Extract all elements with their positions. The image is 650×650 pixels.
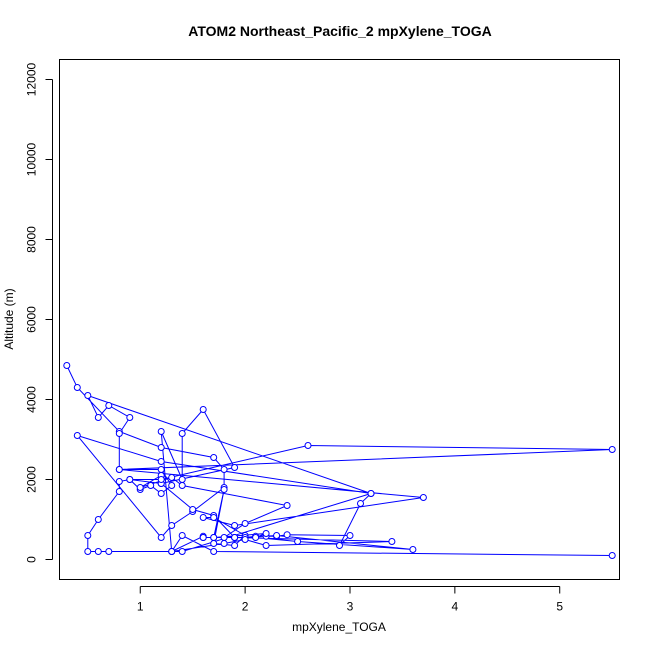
data-point xyxy=(115,478,123,485)
y-axis-label: Altitude (m) xyxy=(2,288,16,349)
data-point xyxy=(126,476,134,483)
data-point xyxy=(168,522,176,529)
data-point xyxy=(231,464,239,471)
data-point xyxy=(210,454,218,461)
y-tick-label: 6000 xyxy=(25,306,39,333)
data-point xyxy=(241,536,249,543)
data-point xyxy=(231,542,239,549)
data-point xyxy=(84,392,92,399)
data-point xyxy=(126,414,134,421)
data-point xyxy=(210,514,218,521)
data-point xyxy=(220,466,228,473)
data-point xyxy=(84,532,92,539)
data-point xyxy=(178,532,186,539)
data-point xyxy=(157,444,165,451)
data-point xyxy=(220,486,228,493)
data-point xyxy=(73,432,81,439)
x-tick-label: 1 xyxy=(137,600,144,614)
data-point xyxy=(178,482,186,489)
data-point xyxy=(388,538,396,545)
data-point xyxy=(336,542,343,549)
data-point xyxy=(115,466,123,473)
data-point xyxy=(231,534,239,541)
y-tick-label: 8000 xyxy=(25,226,39,253)
data-point xyxy=(409,546,417,553)
data-point xyxy=(189,506,197,513)
data-point xyxy=(178,476,186,483)
data-point xyxy=(304,442,312,449)
x-tick-label: 2 xyxy=(242,600,249,614)
data-point xyxy=(168,482,176,489)
data-point xyxy=(199,406,207,413)
x-tick-label: 4 xyxy=(452,600,459,614)
y-tick-label: 4000 xyxy=(25,386,39,413)
data-point xyxy=(147,482,155,489)
data-point xyxy=(367,490,375,497)
x-tick-label: 3 xyxy=(347,600,354,614)
x-tick-label: 5 xyxy=(556,600,563,614)
y-axis: 0 2000 4000 6000 8000 10000 12000 xyxy=(25,62,53,563)
data-point xyxy=(178,548,186,555)
data-point xyxy=(199,514,207,521)
data-point xyxy=(220,540,228,547)
data-point xyxy=(419,494,427,501)
data-point xyxy=(168,548,176,555)
data-point xyxy=(283,502,291,509)
plot-area-border xyxy=(59,59,620,580)
series-layer xyxy=(63,362,616,559)
data-point xyxy=(273,532,281,539)
data-point xyxy=(357,500,364,507)
data-point xyxy=(294,538,302,545)
y-tick-label: 10000 xyxy=(25,142,39,176)
y-tick-label: 0 xyxy=(25,556,39,563)
data-point xyxy=(283,531,291,539)
y-tick-label: 12000 xyxy=(25,62,39,96)
series-line xyxy=(66,365,613,556)
data-point xyxy=(608,552,616,559)
data-point xyxy=(157,458,165,465)
x-axis: 1 2 3 4 5 xyxy=(137,586,563,614)
data-point xyxy=(262,542,270,549)
data-point xyxy=(105,548,113,555)
data-point xyxy=(157,490,165,497)
data-point xyxy=(241,520,249,527)
data-point xyxy=(115,488,123,495)
data-point xyxy=(105,402,113,409)
data-point xyxy=(84,548,92,555)
data-point xyxy=(168,474,176,481)
data-point xyxy=(178,430,186,437)
data-point xyxy=(252,534,260,541)
data-point xyxy=(73,384,81,391)
data-point xyxy=(157,534,165,541)
data-point xyxy=(199,534,207,541)
data-point xyxy=(262,530,270,537)
data-point xyxy=(94,548,102,555)
data-point xyxy=(136,484,144,491)
data-point xyxy=(94,414,102,421)
data-point xyxy=(231,522,239,529)
data-point xyxy=(63,362,71,369)
data-point xyxy=(157,476,165,483)
data-point xyxy=(210,548,218,555)
data-point xyxy=(157,466,165,473)
data-point xyxy=(157,428,165,435)
x-axis-label: mpXylene_TOGA xyxy=(292,620,386,634)
data-point xyxy=(210,534,218,541)
data-point xyxy=(94,516,102,523)
y-tick-label: 2000 xyxy=(25,466,39,493)
data-point xyxy=(346,532,354,539)
data-point xyxy=(220,534,228,541)
data-point xyxy=(608,446,616,453)
data-point xyxy=(210,540,218,547)
chart-title: ATOM2 Northeast_Pacific_2 mpXylene_TOGA xyxy=(188,23,491,39)
data-point xyxy=(115,430,123,437)
